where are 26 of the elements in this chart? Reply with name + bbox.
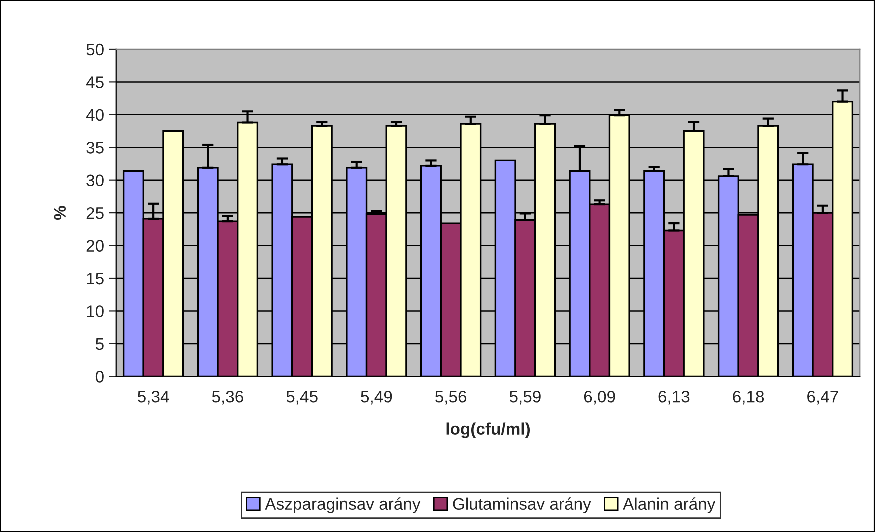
legend-label: Glutaminsav arány [453, 498, 592, 514]
x-tick-label: 5,34 [138, 390, 170, 405]
x-tick-label: 5,59 [510, 390, 541, 405]
y-tick-label: 40 [86, 109, 104, 122]
y-tick-label: 0 [96, 371, 104, 383]
y-tick-label: 25 [86, 207, 104, 220]
x-tick-label: 6,13 [658, 390, 690, 405]
y-tick-label: 35 [86, 142, 104, 154]
y-tick-label: 50 [86, 44, 104, 56]
legend-label: Aszparaginsav arány [265, 498, 421, 514]
x-tick-label: 5,36 [212, 390, 244, 405]
y-tick-label: 15 [87, 273, 104, 285]
y-tick-label: 10 [87, 306, 104, 318]
y-tick-label: 5 [96, 338, 104, 350]
x-tick-label: 5,45 [286, 391, 318, 405]
x-tick-label: 6,09 [584, 390, 616, 405]
x-tick-label: 6,18 [733, 390, 764, 405]
y-tick-label: 20 [86, 240, 104, 252]
x-tick-label: 5,56 [436, 390, 467, 405]
x-tick-label: 6,47 [808, 390, 838, 405]
legend-label: Alanin arány [623, 498, 716, 514]
y-tick-label: 30 [86, 174, 104, 187]
x-tick-label: 5,49 [361, 390, 392, 405]
y-axis-title: % [54, 206, 66, 220]
y-tick-label: 45 [86, 76, 104, 88]
x-axis-title: log(cfu/ml) [446, 422, 530, 438]
